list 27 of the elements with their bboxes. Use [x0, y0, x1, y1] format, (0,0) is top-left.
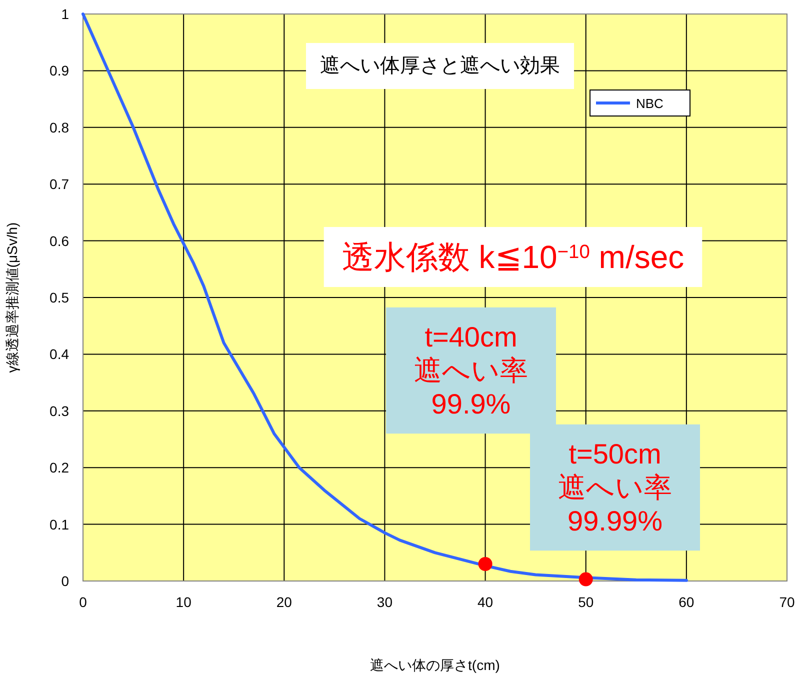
x-tick-label: 60 [678, 594, 694, 610]
x-tick-label: 30 [376, 594, 393, 610]
y-tick-label: 0.1 [50, 516, 70, 532]
annotation: t=40cm 遮へい率 99.9% [414, 321, 528, 420]
y-tick-label: 0.3 [50, 402, 70, 419]
text: 遮へい体厚さと遮へい効果 [320, 55, 560, 77]
x-tick-label: 50 [578, 594, 594, 610]
y-tick-label: 0.7 [50, 176, 70, 192]
x-tick-label: 70 [779, 594, 795, 610]
annotation: 透水係数 k≦10$^{−10}$ m/sec [342, 239, 684, 275]
annotation: t=50cm 遮へい率 99.99% [558, 438, 672, 537]
legend-label: NBC [636, 96, 664, 111]
x-tick-label: 20 [276, 594, 292, 610]
y-tick-label: 0.4 [50, 346, 70, 362]
x-tick-label: 10 [176, 594, 192, 610]
y-tick-label: 0.2 [50, 460, 70, 476]
y-tick-label: 0.8 [50, 119, 70, 136]
y-tick-label: 0.6 [50, 232, 70, 249]
legend: NBC [590, 90, 690, 116]
x-tick-label: 40 [477, 594, 494, 610]
x-axis-title: 遮へい体の厚さt(cm) [370, 657, 500, 673]
y-tick-label: 1 [61, 6, 70, 22]
x-tick-label: 0 [79, 594, 88, 610]
y-axis-title: γ線透過率推測値(μSv/h) [4, 222, 20, 373]
y-tick-label: 0.9 [50, 62, 70, 79]
y-tick-label: 0 [61, 573, 70, 589]
y-tick-label: 0.5 [50, 290, 70, 306]
